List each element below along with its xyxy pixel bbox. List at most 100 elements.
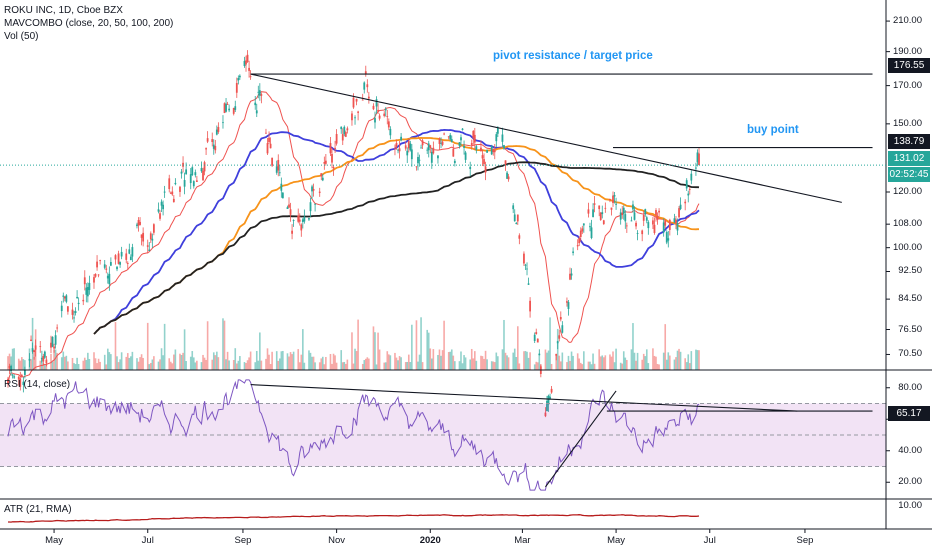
candle-body: [139, 221, 141, 225]
volume-bar: [88, 358, 91, 370]
candle-body: [19, 378, 22, 387]
volume-bar: [222, 318, 224, 370]
candle-body: [461, 128, 464, 130]
volume-bar: [384, 362, 387, 370]
candle-body: [645, 217, 648, 221]
candle-body: [667, 238, 670, 241]
candle: [615, 197, 617, 210]
volume-bar: [642, 353, 645, 370]
candle: [66, 306, 69, 315]
volume-bar: [125, 356, 128, 370]
price-tick-label: 210.00: [892, 15, 922, 27]
candle: [332, 164, 335, 176]
candle-body: [245, 60, 247, 65]
volume-bar: [340, 350, 343, 370]
candle-body: [625, 225, 628, 227]
candle-body: [630, 220, 633, 222]
candle: [344, 130, 347, 138]
candle-body: [39, 345, 42, 347]
volume-bar: [480, 355, 482, 370]
candle-body: [148, 249, 151, 251]
volume-bar: [332, 353, 335, 370]
candle: [314, 203, 317, 212]
candle-body: [17, 376, 20, 380]
candle: [19, 371, 22, 391]
candle-body: [151, 238, 154, 241]
candle-body: [387, 121, 390, 128]
candle-body: [254, 102, 257, 106]
volume-bar: [518, 363, 521, 370]
candle-body: [475, 146, 478, 151]
candle: [42, 353, 45, 366]
candle: [159, 210, 161, 221]
candle: [308, 217, 310, 222]
candle: [30, 335, 32, 342]
volume-bar: [314, 362, 316, 370]
candle: [212, 139, 215, 155]
volume-bar: [506, 355, 508, 370]
candle-body: [183, 180, 186, 187]
candle: [625, 222, 628, 233]
volume-bar: [217, 357, 220, 370]
volume-bar: [427, 332, 430, 370]
volume-bar: [492, 361, 495, 370]
candle-body: [555, 353, 558, 356]
volume-bar: [60, 357, 63, 370]
candle: [601, 205, 604, 219]
volume-bar: [470, 348, 473, 370]
candle: [96, 255, 98, 271]
candle: [366, 79, 369, 93]
candle-body: [420, 147, 422, 149]
candle-body: [202, 170, 204, 181]
candle: [452, 144, 455, 157]
candle-body: [410, 149, 413, 160]
candle: [374, 111, 376, 129]
candle: [589, 222, 591, 232]
candle: [245, 55, 247, 72]
candle: [226, 101, 229, 105]
candle: [513, 209, 516, 222]
candle-body: [332, 167, 335, 169]
volume-bar: [361, 363, 364, 370]
candle-body: [60, 305, 63, 312]
volume-bar: [42, 363, 45, 370]
volume-bar: [331, 363, 333, 370]
candle: [126, 261, 129, 270]
candle-body: [62, 295, 65, 297]
volume-bar: [400, 357, 402, 370]
candle: [258, 83, 261, 101]
candle: [675, 216, 677, 230]
candle: [129, 254, 132, 261]
candle: [507, 173, 510, 182]
candle: [579, 227, 582, 242]
candle: [217, 122, 220, 134]
candle-body: [604, 207, 607, 209]
volume-bar: [114, 322, 117, 370]
candle: [535, 328, 538, 335]
candle-body: [397, 149, 399, 151]
volume-bar: [54, 349, 57, 370]
candle-body: [684, 201, 687, 204]
ma-line-20: [7, 91, 700, 385]
candle-body: [23, 370, 26, 375]
volume-bar: [438, 349, 441, 370]
volume-bar: [378, 349, 381, 370]
volume-bar: [280, 351, 283, 370]
candle-body: [609, 199, 611, 201]
candle-body: [311, 186, 313, 192]
candle-body: [54, 335, 57, 345]
price-tick-label: 76.50: [898, 323, 922, 335]
candle-body: [309, 202, 312, 212]
candle: [644, 208, 647, 217]
volume-bar: [268, 354, 270, 370]
candle: [334, 140, 336, 154]
candle: [76, 290, 78, 299]
candle: [277, 154, 280, 177]
candle-body: [97, 274, 100, 276]
candle-body: [404, 145, 407, 149]
candle: [458, 142, 461, 149]
volume-bar: [533, 364, 536, 370]
candle-body: [546, 400, 548, 412]
candle-body: [331, 153, 333, 163]
volume-bar: [117, 362, 120, 370]
